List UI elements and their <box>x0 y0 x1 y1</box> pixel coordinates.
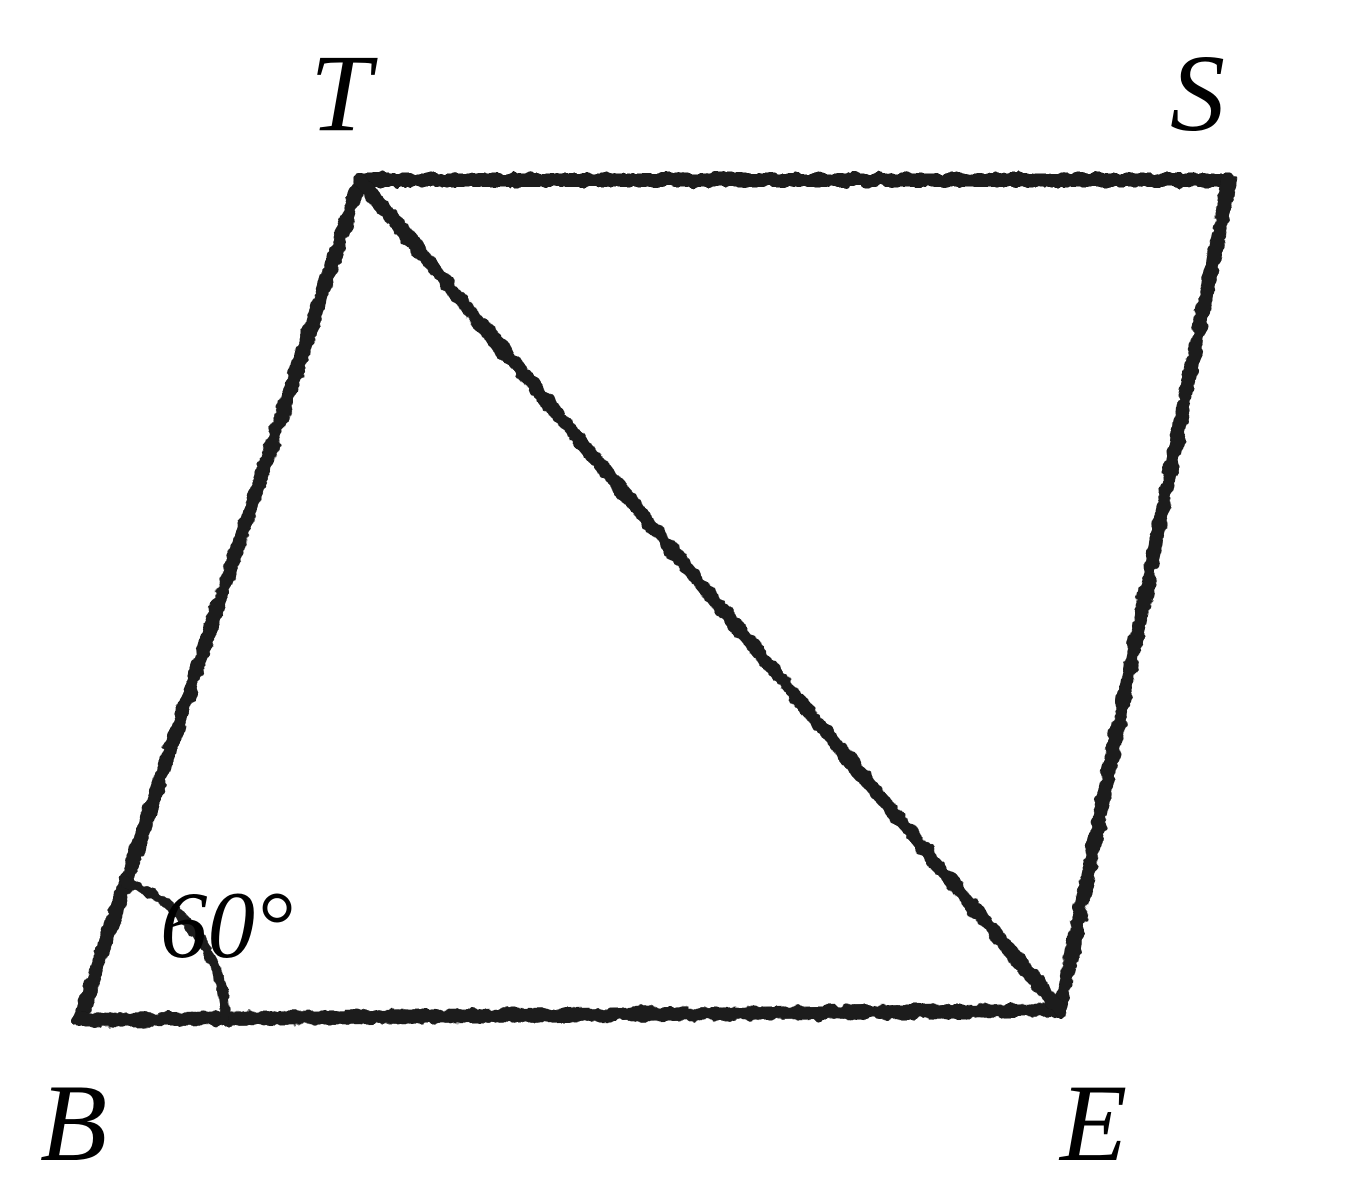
angle-label: 60° <box>160 870 293 980</box>
arc-notch <box>1125 995 1200 1124</box>
vertex-label-B: B <box>40 1060 107 1187</box>
edge-S-E <box>1060 180 1230 1010</box>
vertex-label-T: T <box>310 30 371 157</box>
edge-T-E <box>360 180 1060 1010</box>
vertex-label-S: S <box>1170 30 1225 157</box>
vertex-label-E: E <box>1060 1060 1127 1187</box>
geometry-diagram <box>0 0 1372 1182</box>
